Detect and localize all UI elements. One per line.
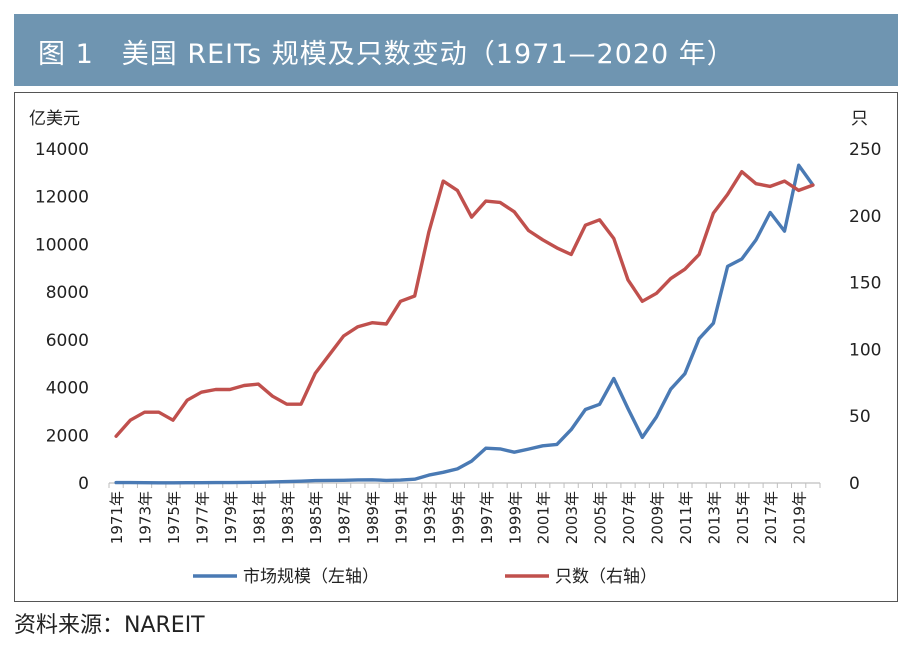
x-tick-label: 2019年 bbox=[791, 491, 809, 544]
x-tick-label: 1971年 bbox=[108, 491, 126, 544]
y-left-tick-label: 12000 bbox=[35, 188, 89, 208]
x-tick-label: 2007年 bbox=[620, 491, 638, 544]
x-tick-label: 2013年 bbox=[705, 491, 723, 544]
y-left-tick-label: 10000 bbox=[35, 235, 89, 255]
x-tick-label: 1981年 bbox=[250, 491, 268, 544]
chart-frame: 亿美元 只 0 2000 4000 6000 8000 10000 12000 14000 0 50 1… bbox=[14, 92, 898, 602]
x-tick-label: 2015年 bbox=[734, 491, 752, 544]
source-note: 资料来源：NAREIT bbox=[14, 613, 205, 638]
x-tick-label: 1993年 bbox=[421, 491, 439, 544]
y-right-tick-label: 0 bbox=[849, 474, 860, 494]
x-tick-label: 1979年 bbox=[222, 491, 240, 544]
y-right-tick-label: 150 bbox=[849, 274, 881, 294]
x-tick-label: 1995年 bbox=[449, 491, 467, 544]
y-right-tick-label: 100 bbox=[849, 340, 881, 360]
y-left-tick-label: 2000 bbox=[46, 426, 89, 446]
x-tick-label: 1983年 bbox=[279, 491, 297, 544]
x-tick-label: 2017年 bbox=[762, 491, 780, 544]
y-left-tick-label: 0 bbox=[78, 474, 89, 494]
x-tick-label: 2011年 bbox=[677, 491, 695, 544]
series-line-market-size bbox=[114, 163, 815, 485]
x-tick-label: 1985年 bbox=[307, 491, 325, 544]
x-tick-label: 2001年 bbox=[535, 491, 553, 544]
x-tick-label: 1997年 bbox=[478, 491, 496, 544]
x-tick-label: 1975年 bbox=[165, 491, 183, 544]
y-left-tick-label: 8000 bbox=[46, 283, 89, 303]
y-left-label: 亿美元 bbox=[29, 109, 80, 129]
y-left-tick-label: 4000 bbox=[46, 379, 89, 399]
x-tick-label: 1973年 bbox=[137, 491, 155, 544]
y-right-label: 只 bbox=[851, 109, 868, 129]
x-tick-label: 2009年 bbox=[648, 491, 666, 544]
x-tick-label: 1989年 bbox=[364, 491, 382, 544]
x-tick-label: 1991年 bbox=[393, 491, 411, 544]
chart-title: 图 1 美国 REITs 规模及只数变动（1971—2020 年） bbox=[38, 39, 735, 70]
y-right-tick-label: 250 bbox=[849, 140, 881, 160]
x-tick-label: 1999年 bbox=[506, 491, 524, 544]
y-left-tick-label: 6000 bbox=[46, 331, 89, 351]
x-tick-label: 2003年 bbox=[563, 491, 581, 544]
x-tick-label: 1987年 bbox=[336, 491, 354, 544]
y-left-tick-label: 14000 bbox=[35, 140, 89, 160]
x-tick-label: 2005年 bbox=[592, 491, 610, 544]
chart-svg: 亿美元 只 0 2000 4000 6000 8000 10000 12000 14000 0 50 1… bbox=[29, 109, 881, 587]
title-banner: 图 1 美国 REITs 规模及只数变动（1971—2020 年） bbox=[14, 14, 898, 86]
legend-label: 市场规模（左轴） bbox=[243, 567, 379, 587]
y-right-tick-label: 200 bbox=[849, 207, 881, 227]
series-line-count bbox=[114, 169, 815, 438]
x-tick-label: 1977年 bbox=[193, 491, 211, 544]
y-right-tick-label: 50 bbox=[849, 407, 871, 427]
legend-label: 只数（右轴） bbox=[555, 567, 657, 587]
